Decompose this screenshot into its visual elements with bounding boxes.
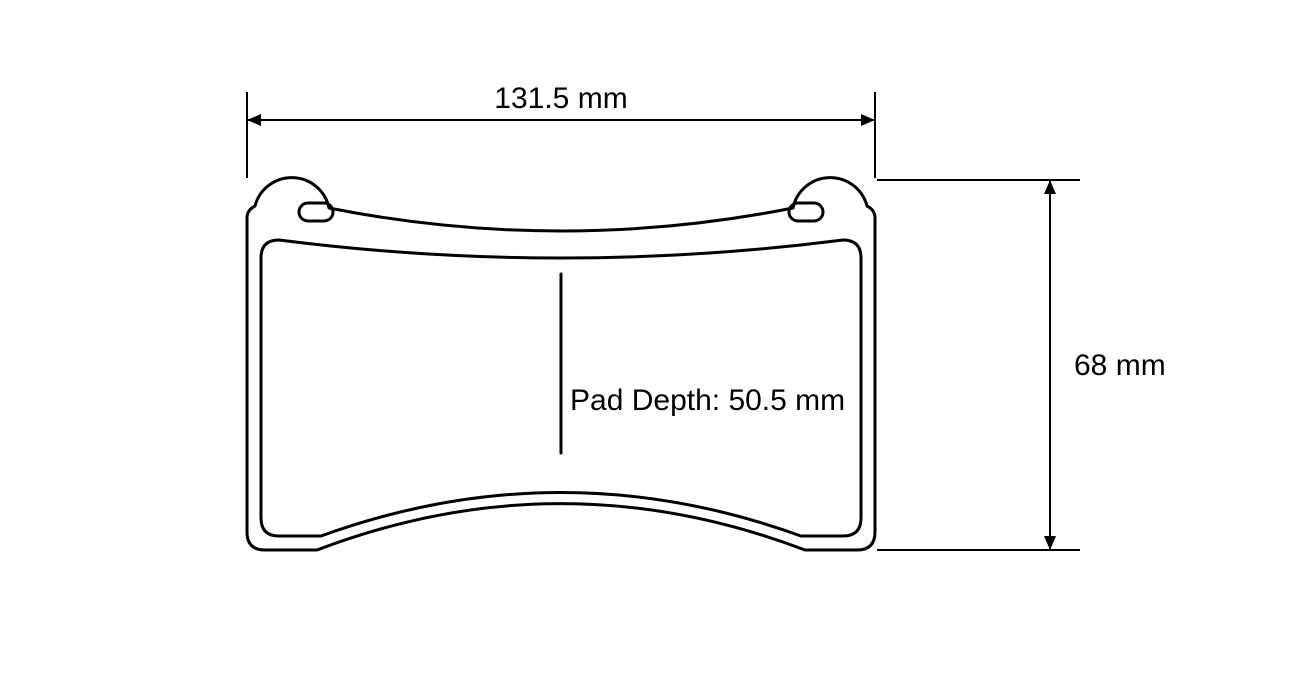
pad-depth-label: Pad Depth: 50.5 mm (570, 384, 845, 417)
width-label: 131.5 mm (494, 82, 627, 115)
height-dimension: 68 mm (877, 180, 1166, 550)
width-arrow-right (861, 114, 875, 126)
brake-pad-diagram: 131.5 mm 68 mm Pad Depth: 50.5 mm (0, 0, 1300, 700)
width-dimension: 131.5 mm (247, 82, 875, 178)
width-arrow-left (247, 114, 261, 126)
height-arrow-top (1044, 180, 1056, 194)
height-arrow-bottom (1044, 536, 1056, 550)
height-label: 68 mm (1074, 349, 1166, 382)
